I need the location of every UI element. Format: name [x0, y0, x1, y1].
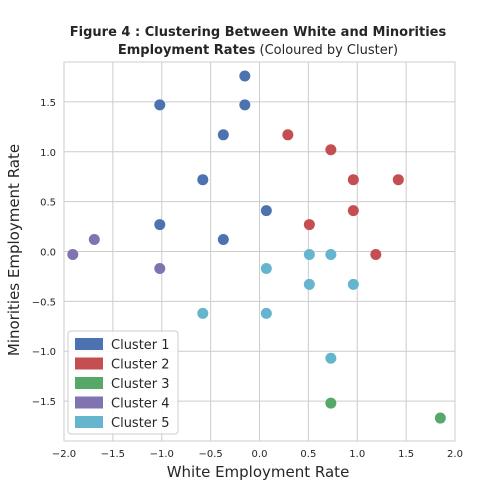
legend-swatch-cluster-3 — [75, 377, 103, 389]
data-point-cluster-2 — [304, 219, 315, 230]
y-tick-label: −1.5 — [32, 397, 56, 408]
data-point-cluster-5 — [325, 249, 336, 260]
data-point-cluster-4 — [67, 249, 78, 260]
legend-swatch-cluster-5 — [75, 416, 103, 428]
data-point-cluster-1 — [261, 205, 272, 216]
x-tick-label: −1.0 — [150, 449, 174, 460]
chart-title-bold-part: Employment Rates — [118, 43, 256, 58]
data-point-cluster-1 — [154, 99, 165, 110]
data-point-cluster-5 — [304, 249, 315, 260]
data-point-cluster-4 — [154, 263, 165, 274]
chart-title-rest-part: (Coloured by Cluster) — [255, 43, 398, 58]
data-point-cluster-2 — [325, 144, 336, 155]
data-point-cluster-5 — [197, 308, 208, 319]
data-point-cluster-5 — [325, 353, 336, 364]
data-point-cluster-2 — [370, 249, 381, 260]
x-tick-label: −2.0 — [52, 449, 76, 460]
legend-label-cluster-4: Cluster 4 — [111, 397, 170, 412]
data-point-cluster-2 — [282, 129, 293, 140]
data-point-cluster-3 — [325, 398, 336, 409]
legend-swatch-cluster-2 — [75, 358, 103, 370]
x-tick-label: −1.5 — [101, 449, 125, 460]
x-axis-label: White Employment Rate — [167, 463, 350, 481]
x-tick-label: 2.0 — [447, 449, 463, 460]
data-point-cluster-2 — [348, 174, 359, 185]
y-tick-label: −1.0 — [32, 347, 56, 358]
data-point-cluster-1 — [197, 174, 208, 185]
y-axis-label: Minorities Employment Rate — [5, 144, 23, 356]
x-tick-label: −0.5 — [198, 449, 222, 460]
y-tick-label: 0.5 — [40, 198, 56, 209]
legend-label-cluster-3: Cluster 3 — [111, 377, 170, 392]
legend-swatch-cluster-4 — [75, 397, 103, 409]
y-tick-label: 0.0 — [40, 248, 56, 259]
data-point-cluster-2 — [348, 205, 359, 216]
data-point-cluster-2 — [393, 174, 404, 185]
data-point-cluster-1 — [239, 99, 250, 110]
legend-swatch-cluster-1 — [75, 338, 103, 350]
data-point-cluster-4 — [89, 234, 100, 245]
data-point-cluster-1 — [218, 234, 229, 245]
y-tick-label: 1.0 — [40, 148, 56, 159]
y-tick-label: −0.5 — [32, 297, 56, 308]
x-tick-label: 1.0 — [349, 449, 365, 460]
data-point-cluster-5 — [348, 279, 359, 290]
legend-label-cluster-2: Cluster 2 — [111, 358, 170, 373]
x-tick-label: 1.5 — [398, 449, 414, 460]
legend: Cluster 1 Cluster 2 Cluster 3 Cluster 4 Clus… — [68, 331, 178, 434]
data-point-cluster-5 — [261, 263, 272, 274]
x-tick-label: 0.0 — [252, 449, 268, 460]
x-tick-label: 0.5 — [300, 449, 316, 460]
legend-label-cluster-1: Cluster 1 — [111, 338, 170, 353]
chart-title-line-1: Figure 4 : Clustering Between White and … — [70, 25, 447, 40]
legend-label-cluster-5: Cluster 5 — [111, 416, 170, 431]
data-point-cluster-1 — [154, 219, 165, 230]
data-point-cluster-5 — [304, 279, 315, 290]
data-point-cluster-3 — [435, 413, 446, 424]
data-point-cluster-1 — [239, 70, 250, 81]
chart-title-line-2: Employment Rates (Coloured by Cluster) — [118, 43, 398, 58]
data-point-cluster-1 — [218, 129, 229, 140]
data-point-cluster-5 — [261, 308, 272, 319]
y-tick-label: 1.5 — [40, 98, 56, 109]
